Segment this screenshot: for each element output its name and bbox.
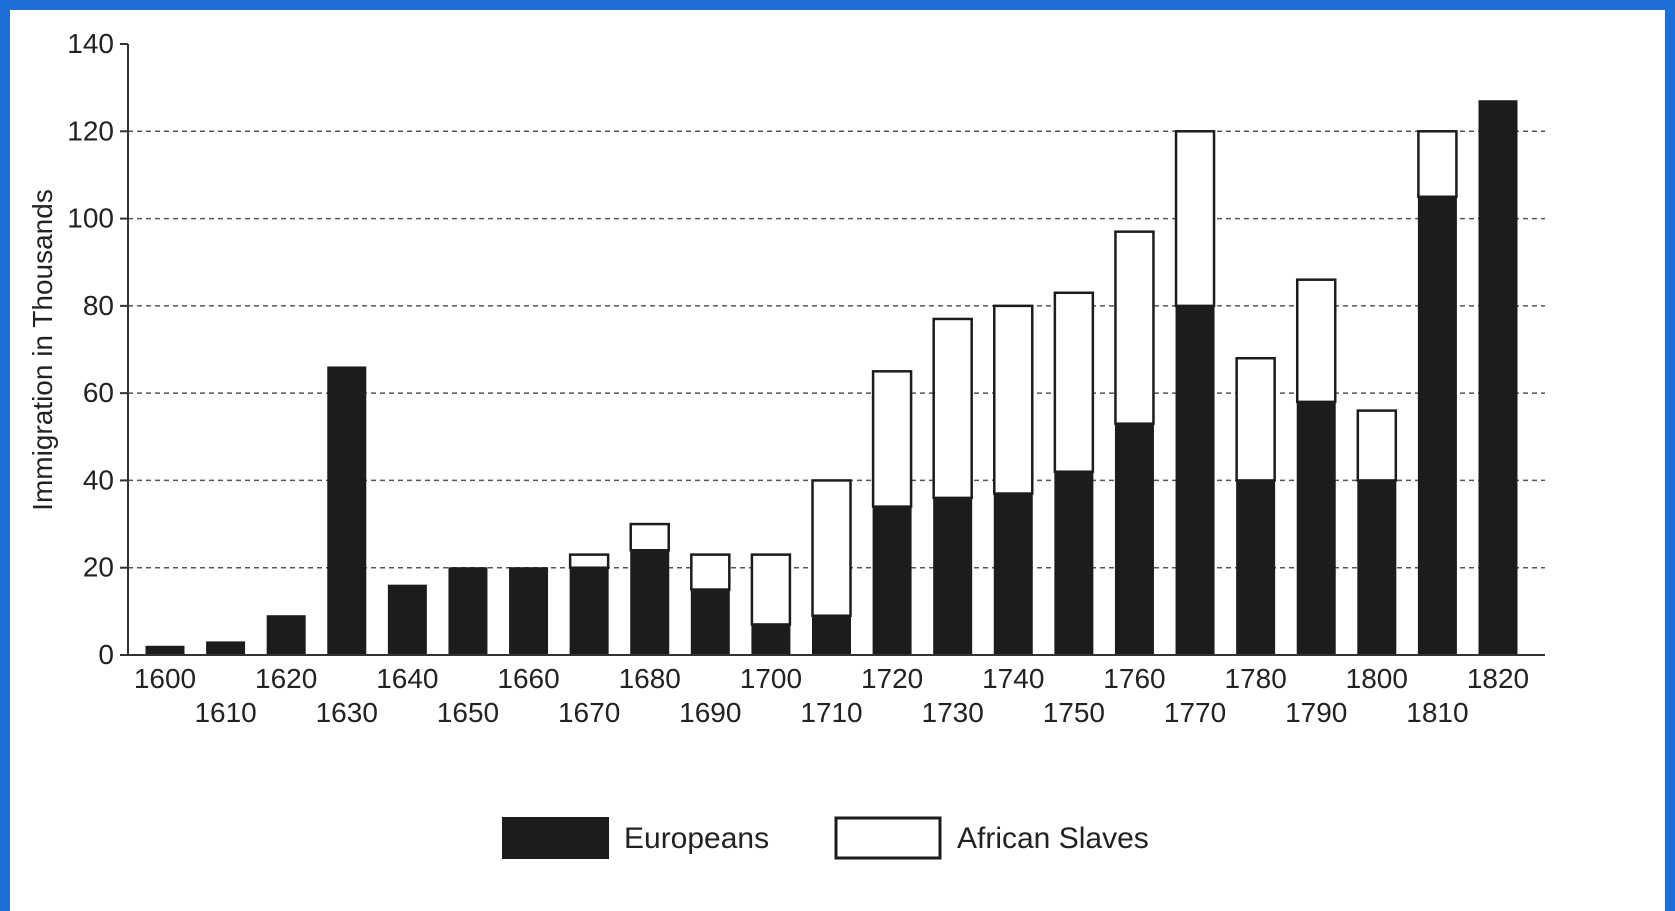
x-tick-label-1700: 1700 — [740, 663, 802, 694]
bar-europeans-1680 — [630, 549, 670, 656]
x-tick-label-1800: 1800 — [1346, 663, 1408, 694]
x-tick-label-1610: 1610 — [194, 697, 256, 728]
bar-african-slaves-1780 — [1235, 356, 1276, 482]
bar-african-slaves-1730 — [932, 317, 973, 500]
x-tick-label-1750: 1750 — [1043, 697, 1105, 728]
bar-europeans-1620 — [266, 615, 306, 656]
y-tick-label-20: 20 — [83, 552, 114, 583]
legend-swatch-african-slaves — [834, 816, 942, 860]
legend-label-african-slaves: African Slaves — [957, 822, 1149, 855]
bar-african-slaves-1700 — [750, 553, 792, 626]
bar-europeans-1780 — [1236, 479, 1276, 656]
bar-african-slaves-1710 — [811, 479, 852, 617]
bar-african-slaves-1670 — [568, 553, 610, 569]
bar-african-slaves-1720 — [871, 370, 913, 508]
x-tick-label-1630: 1630 — [316, 697, 378, 728]
bar-europeans-1600 — [145, 645, 185, 656]
bar-europeans-1730 — [933, 497, 973, 656]
bar-african-slaves-1740 — [993, 304, 1034, 495]
y-tick-label-100: 100 — [67, 203, 114, 234]
x-tick-label-1640: 1640 — [376, 663, 438, 694]
bar-europeans-1810 — [1417, 196, 1457, 656]
bars — [145, 100, 1518, 656]
bar-europeans-1650 — [448, 567, 488, 656]
y-tick-label-60: 60 — [83, 377, 114, 408]
bar-europeans-1720 — [872, 506, 912, 656]
x-tick-label-1660: 1660 — [497, 663, 559, 694]
x-tick-label-1780: 1780 — [1224, 663, 1286, 694]
x-tick-label-1720: 1720 — [861, 663, 923, 694]
bar-europeans-1630 — [327, 366, 367, 656]
x-tick-label-1820: 1820 — [1467, 663, 1529, 694]
chart-panel: 0 20 40 60 80 100 120 140 1600 1610 1620 1630 1640 1… — [10, 10, 1665, 911]
x-tick-label-1650: 1650 — [437, 697, 499, 728]
bar-europeans-1790 — [1296, 401, 1336, 656]
x-tick-label-1620: 1620 — [255, 663, 317, 694]
bar-europeans-1760 — [1114, 423, 1154, 656]
x-tick-label-1730: 1730 — [922, 697, 984, 728]
x-tick-label-1770: 1770 — [1164, 697, 1226, 728]
bar-african-slaves-1800 — [1356, 409, 1398, 482]
bar-african-slaves-1770 — [1174, 130, 1216, 308]
x-tick-label-1690: 1690 — [679, 697, 741, 728]
x-tick-label-1600: 1600 — [134, 663, 196, 694]
bar-europeans-1660 — [509, 567, 549, 656]
bar-europeans-1750 — [1054, 471, 1094, 656]
legend-swatch-europeans — [502, 817, 609, 859]
y-tick-label-0: 0 — [98, 639, 114, 670]
bar-europeans-1770 — [1175, 305, 1215, 656]
bar-europeans-1670 — [569, 567, 609, 656]
bar-europeans-1640 — [387, 584, 427, 656]
bar-african-slaves-1690 — [690, 553, 731, 591]
legend: Europeans African Slaves — [502, 816, 1149, 860]
x-tick-label-1740: 1740 — [982, 663, 1044, 694]
y-tick-label-140: 140 — [67, 28, 114, 59]
axes — [127, 44, 1545, 656]
bar-african-slaves-1760 — [1114, 230, 1155, 425]
x-tick-label-1790: 1790 — [1285, 697, 1347, 728]
legend-label-europeans: Europeans — [624, 822, 769, 855]
y-tick-label-80: 80 — [83, 290, 114, 321]
x-tick-label-1710: 1710 — [800, 697, 862, 728]
y-tick-label-120: 120 — [67, 115, 114, 146]
y-tick-label-40: 40 — [83, 464, 114, 495]
bar-europeans-1740 — [993, 493, 1033, 656]
bar-europeans-1800 — [1357, 479, 1397, 656]
y-axis-label: Immigration in Thousands — [27, 189, 58, 511]
bar-europeans-1700 — [751, 623, 791, 656]
bar-african-slaves-1810 — [1417, 130, 1458, 198]
x-tick-labels: 1600161016201630164016501660167016801690… — [134, 663, 1529, 728]
x-tick-label-1760: 1760 — [1103, 663, 1165, 694]
y-tick-labels: 0 20 40 60 80 100 120 140 — [67, 28, 128, 670]
x-tick-label-1810: 1810 — [1406, 697, 1468, 728]
bar-african-slaves-1680 — [629, 522, 670, 552]
bar-african-slaves-1790 — [1295, 278, 1337, 404]
bar-african-slaves-1750 — [1053, 291, 1095, 473]
bar-europeans-1690 — [690, 589, 730, 656]
bar-europeans-1820 — [1478, 100, 1518, 656]
bar-europeans-1710 — [812, 615, 851, 656]
x-tick-label-1680: 1680 — [619, 663, 681, 694]
x-tick-label-1670: 1670 — [558, 697, 620, 728]
bar-europeans-1610 — [206, 641, 246, 656]
